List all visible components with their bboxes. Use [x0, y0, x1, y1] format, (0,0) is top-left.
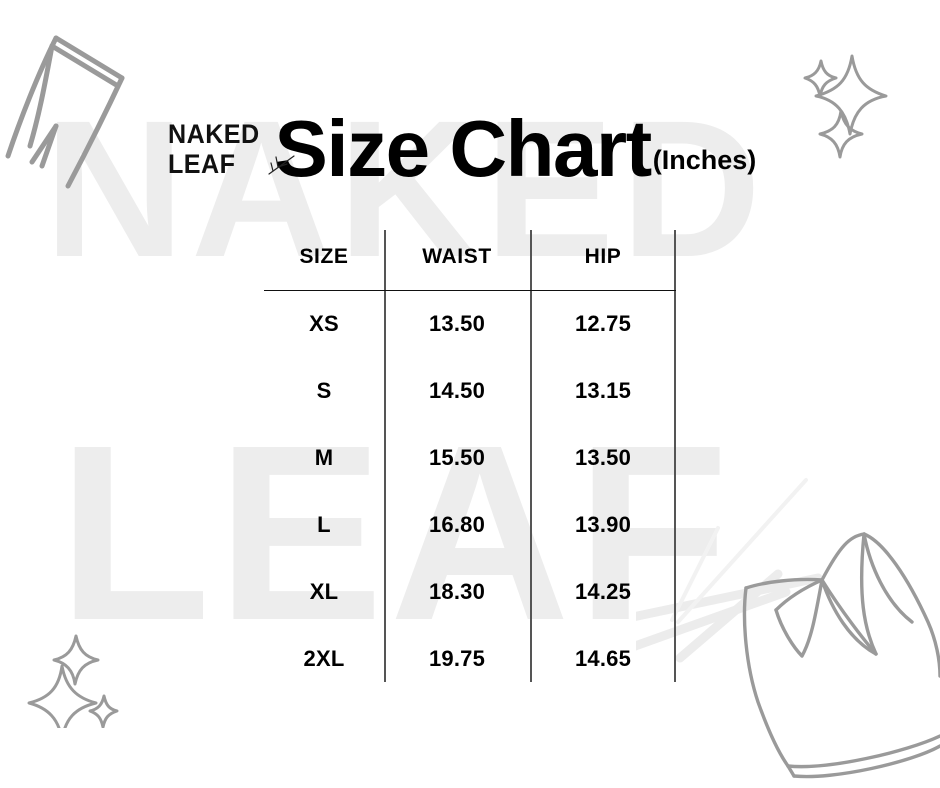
cell-hip: 13.90	[574, 511, 632, 537]
cell-hip: 14.25	[574, 578, 632, 604]
cell-size: XS	[309, 310, 339, 336]
header-underline	[264, 290, 676, 291]
column-header-hip: HIP	[584, 245, 622, 268]
shorts-sketch-icon	[0, 16, 154, 196]
sports-bra-sketch-icon	[619, 470, 940, 788]
table-row: XS 13.50 12.75	[264, 290, 676, 357]
size-chart-table: SIZE WAIST HIP XS 13.50 12.75 S 14.50 13…	[264, 230, 676, 692]
cell-size: L	[317, 511, 331, 537]
cell-hip: 12.75	[574, 310, 632, 336]
column-header-size: SIZE	[299, 245, 349, 268]
cell-hip: 14.65	[574, 645, 632, 671]
cell-waist: 13.50	[428, 310, 486, 336]
table-row: M 15.50 13.50	[264, 424, 676, 491]
unit-label: (Inches)	[652, 144, 757, 175]
table-header-row: SIZE WAIST HIP	[264, 230, 676, 290]
column-divider-2	[530, 230, 532, 682]
leaf-sprig-icon	[267, 153, 297, 182]
page-header: NAKED LEAF Size Chart (Inches)	[168, 104, 757, 193]
table-row: L 16.80 13.90	[264, 491, 676, 558]
table-row: XL 18.30 14.25	[264, 558, 676, 625]
cell-size: XL	[309, 578, 339, 604]
cell-waist: 18.30	[428, 578, 486, 604]
table-row: 2XL 19.75 14.65	[264, 625, 676, 692]
cell-hip: 13.15	[574, 377, 632, 403]
table-row: S 14.50 13.15	[264, 357, 676, 424]
brand-logo: NAKED LEAF	[168, 119, 295, 180]
size-chart-table-wrapper: SIZE WAIST HIP XS 13.50 12.75 S 14.50 13…	[264, 230, 676, 682]
column-divider-3	[674, 230, 676, 682]
column-divider-1	[384, 230, 386, 682]
sparkle-icon-bottom-left	[18, 588, 148, 742]
cell-waist: 16.80	[428, 511, 486, 537]
cell-hip: 13.50	[574, 444, 632, 470]
sparkle-icon-top-right	[788, 38, 918, 178]
cell-size: 2XL	[303, 645, 345, 671]
cell-waist: 19.75	[428, 645, 486, 671]
brand-logo-line-2: LEAF	[168, 149, 236, 180]
column-header-waist: WAIST	[422, 245, 492, 268]
cell-size: S	[316, 377, 332, 403]
cell-size: M	[314, 444, 334, 470]
brand-logo-line-1: NAKED	[168, 119, 260, 150]
cell-waist: 15.50	[428, 444, 486, 470]
page-title: Size Chart	[274, 104, 653, 193]
cell-waist: 14.50	[428, 377, 486, 403]
